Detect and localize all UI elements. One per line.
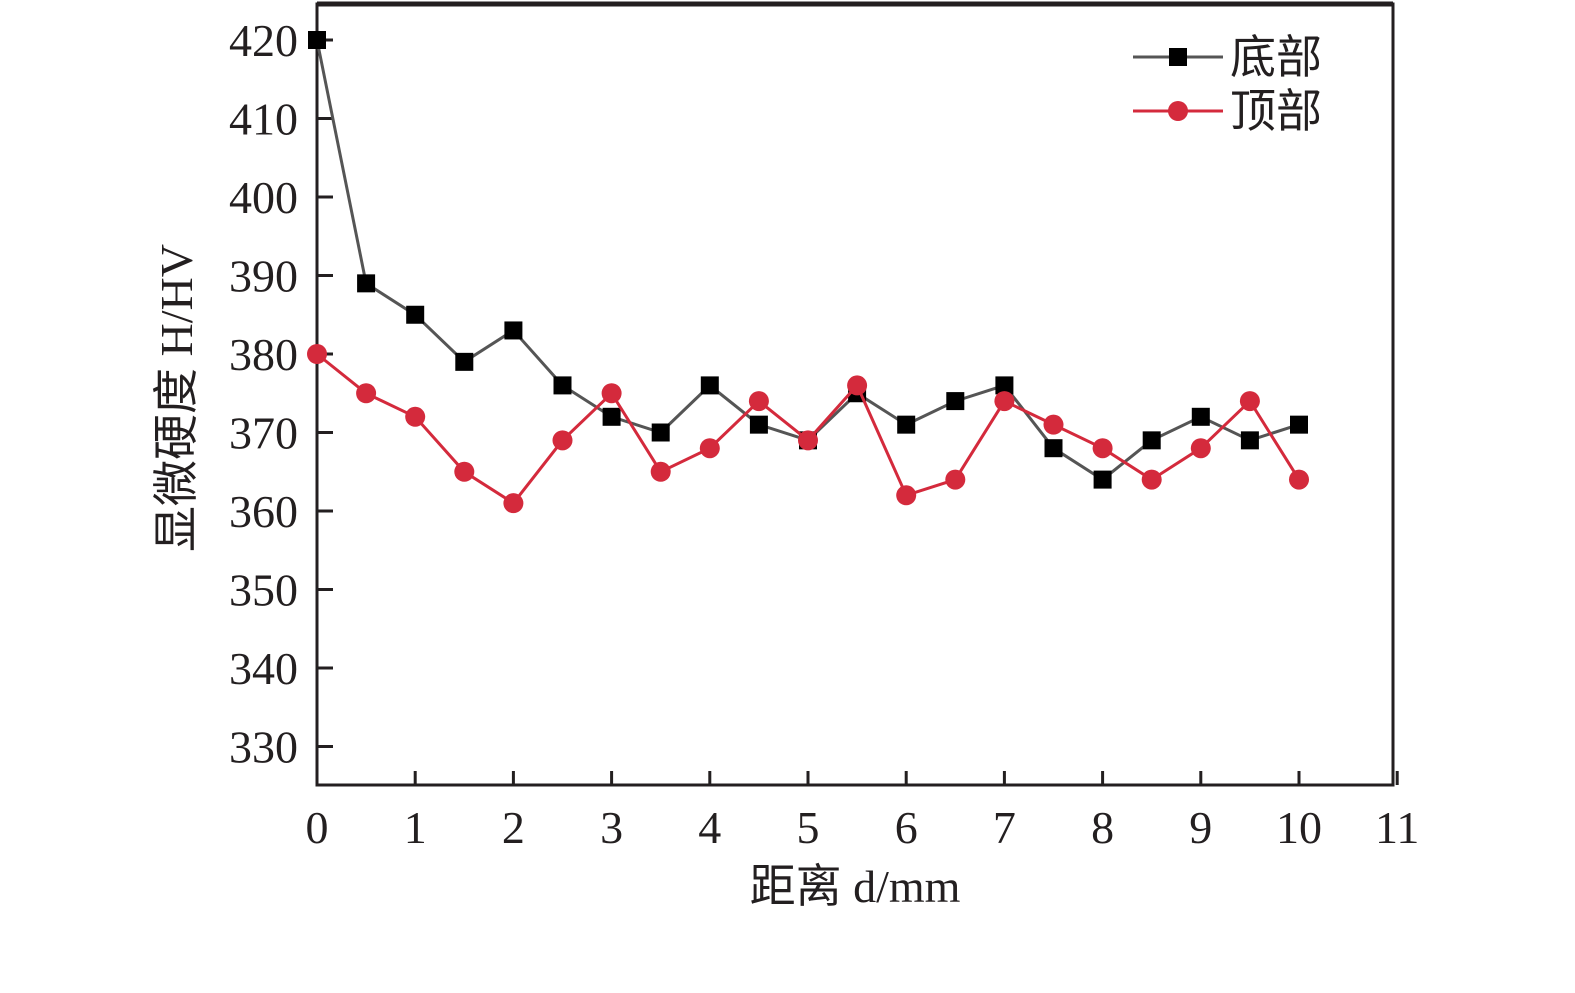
x-tick-label: 6 bbox=[895, 802, 918, 853]
data-point bbox=[847, 375, 868, 396]
y-tick-label: 340 bbox=[229, 643, 298, 694]
series-2 bbox=[307, 344, 1309, 514]
x-tick-label: 8 bbox=[1091, 802, 1114, 853]
legend-label: 底部 bbox=[1230, 32, 1322, 83]
data-point bbox=[454, 461, 475, 482]
data-point bbox=[308, 31, 326, 49]
legend-marker bbox=[1168, 101, 1188, 121]
legend-label: 顶部 bbox=[1230, 86, 1322, 137]
data-point bbox=[749, 415, 768, 434]
y-tick-label: 370 bbox=[229, 408, 298, 459]
data-point bbox=[1239, 391, 1260, 412]
data-point bbox=[1290, 415, 1308, 434]
x-tick-label: 1 bbox=[404, 802, 427, 853]
data-point bbox=[896, 485, 917, 506]
data-point bbox=[945, 469, 966, 490]
x-axis: 0 1 2 3 4 5 6 7 8 9 10 11 bbox=[306, 771, 1419, 853]
data-point bbox=[995, 376, 1014, 395]
x-tick-label: 10 bbox=[1276, 802, 1322, 853]
data-point bbox=[504, 321, 523, 340]
data-point bbox=[897, 415, 916, 434]
data-point bbox=[1141, 469, 1162, 490]
x-tick-label: 9 bbox=[1189, 802, 1212, 853]
data-point bbox=[602, 407, 621, 426]
y-tick-label: 380 bbox=[229, 329, 298, 380]
series-1 bbox=[308, 31, 1308, 489]
y-tick-label: 350 bbox=[229, 565, 298, 616]
series-layer bbox=[307, 31, 1309, 514]
data-point bbox=[405, 406, 426, 427]
legend-item-1: 底部 bbox=[1133, 32, 1322, 83]
legend-item-2: 顶部 bbox=[1133, 86, 1322, 137]
y-tick-label: 420 bbox=[229, 15, 298, 66]
y-tick-label: 360 bbox=[229, 486, 298, 537]
x-tick-label: 3 bbox=[600, 802, 623, 853]
data-point bbox=[1190, 438, 1211, 459]
data-point bbox=[601, 383, 622, 404]
data-point bbox=[1044, 439, 1063, 458]
legend-marker bbox=[1169, 48, 1187, 66]
data-point bbox=[798, 430, 818, 451]
data-point bbox=[1240, 431, 1259, 450]
data-point bbox=[946, 392, 965, 411]
x-tick-label: 11 bbox=[1375, 802, 1419, 853]
data-point bbox=[994, 391, 1015, 412]
data-point bbox=[650, 461, 671, 482]
x-tick-label: 4 bbox=[698, 802, 721, 853]
data-point bbox=[1043, 414, 1064, 435]
y-tick-label: 400 bbox=[229, 172, 298, 223]
x-tick-label: 7 bbox=[993, 802, 1016, 853]
data-point bbox=[455, 352, 474, 371]
data-point bbox=[356, 383, 377, 404]
y-axis-title: 显微硬度 H/HV bbox=[151, 244, 202, 552]
y-tick-label: 410 bbox=[229, 94, 298, 145]
data-point bbox=[651, 423, 670, 442]
data-point bbox=[553, 376, 572, 395]
data-point bbox=[699, 438, 720, 459]
data-point bbox=[748, 391, 769, 412]
data-point bbox=[1092, 438, 1113, 459]
data-point bbox=[503, 493, 524, 514]
x-tick-label: 5 bbox=[797, 802, 820, 853]
data-point bbox=[700, 376, 719, 395]
data-point bbox=[552, 430, 573, 451]
y-tick-label: 390 bbox=[229, 251, 298, 302]
x-tick-label: 2 bbox=[502, 802, 525, 853]
data-point bbox=[307, 344, 327, 364]
plot-frame bbox=[315, 1, 1395, 787]
y-tick-label: 330 bbox=[229, 722, 298, 773]
data-point bbox=[357, 274, 376, 293]
data-point bbox=[406, 305, 425, 324]
data-point bbox=[1289, 469, 1309, 490]
data-point bbox=[1093, 470, 1112, 489]
y-axis: 330 340 350 360 370 380 390 400 410 420 bbox=[229, 15, 333, 773]
data-point bbox=[1142, 431, 1161, 450]
x-tick-label: 0 bbox=[306, 802, 329, 853]
series-line bbox=[315, 39, 1300, 482]
data-point bbox=[1191, 407, 1210, 426]
x-axis-title: 距离 d/mm bbox=[750, 861, 961, 912]
